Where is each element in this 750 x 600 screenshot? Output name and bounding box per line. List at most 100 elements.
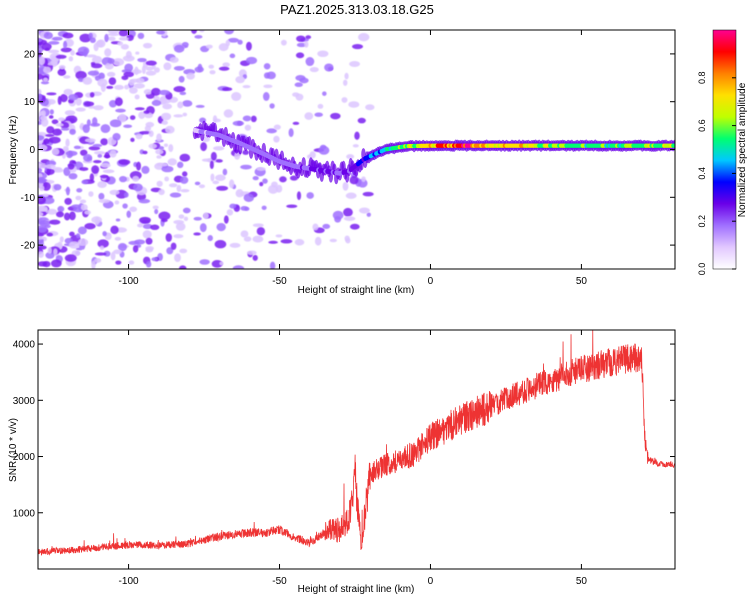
noise-blob (294, 239, 305, 246)
noise-blob (59, 236, 64, 243)
noise-blob (118, 30, 129, 37)
noise-blob (135, 77, 145, 84)
noise-blob (343, 216, 356, 221)
noise-blob (198, 184, 206, 189)
noise-blob (177, 101, 184, 109)
noise-blob (153, 67, 160, 73)
noise-blob (102, 169, 115, 174)
noise-blob (81, 179, 89, 185)
noise-blob (266, 71, 276, 80)
noise-blob (38, 144, 48, 152)
noise-blob (199, 30, 205, 33)
snr-frame (37, 329, 676, 570)
noise-blob (38, 233, 44, 237)
noise-blob (64, 110, 76, 116)
noise-blob (94, 257, 102, 263)
noise-blob (80, 204, 88, 211)
noise-blob (75, 233, 81, 239)
noise-blob (115, 108, 126, 113)
noise-blob (259, 181, 264, 187)
noise-blob (214, 174, 226, 181)
noise-blob (38, 261, 48, 267)
noise-blob (38, 163, 47, 169)
noise-blob (68, 241, 80, 249)
noise-blob (57, 241, 63, 250)
noise-blob (273, 135, 280, 143)
noise-blob (79, 167, 89, 171)
noise-blob (121, 75, 129, 81)
noise-blob (132, 245, 139, 253)
noise-blob (40, 81, 50, 85)
noise-blob (52, 36, 63, 41)
noise-blob (158, 146, 165, 150)
noise-blob (48, 136, 61, 144)
noise-blob (38, 167, 43, 174)
noise-blob (186, 72, 195, 80)
snr-plot-area (38, 330, 675, 556)
noise-blob (295, 52, 305, 59)
noise-blob (191, 30, 198, 34)
noise-blob (169, 56, 179, 63)
noise-blob (68, 94, 79, 101)
noise-blob (104, 62, 114, 70)
noise-blob (263, 84, 273, 89)
noise-blob (103, 250, 111, 257)
noise-blob (151, 99, 162, 106)
noise-blob (209, 160, 214, 170)
noise-blob (180, 188, 190, 193)
noise-blob (52, 128, 63, 136)
noise-blob (152, 205, 159, 210)
noise-blob (99, 174, 109, 179)
noise-blob (133, 183, 143, 192)
noise-blob (305, 57, 315, 67)
noise-blob (207, 235, 213, 242)
noise-blob (169, 192, 182, 198)
colorbar-ticks: 0.0 0.2 0.4 0.6 0.8 (697, 72, 736, 275)
y-tick-label: 0 (29, 145, 35, 156)
noise-blob (117, 242, 127, 252)
noise-blob (294, 82, 303, 87)
noise-blob (158, 188, 165, 196)
noise-blob (351, 43, 364, 50)
noise-blob (176, 184, 182, 192)
noise-blob (288, 128, 294, 138)
colorbar-tick-label: 0.4 (697, 167, 707, 180)
noise-blob (53, 248, 58, 256)
noise-blob (124, 63, 134, 73)
noise-blob (295, 93, 304, 101)
noise-blob (145, 237, 153, 245)
noise-blob (296, 42, 307, 48)
noise-blob (47, 247, 52, 254)
noise-blob (38, 178, 48, 183)
noise-blob (309, 66, 319, 73)
noise-blob (229, 179, 235, 189)
noise-blob (138, 111, 146, 119)
noise-blob (100, 163, 111, 168)
noise-blob (280, 239, 293, 244)
noise-blob (102, 230, 107, 237)
noise-blob (322, 91, 327, 96)
noise-blob (243, 193, 254, 203)
noise-blob (45, 251, 55, 259)
noise-blob (173, 44, 185, 53)
noise-blob (83, 153, 93, 162)
noise-blob (75, 107, 86, 112)
x-tick-label: -50 (272, 576, 287, 587)
noise-blob (183, 216, 189, 221)
noise-blob (242, 85, 251, 89)
noise-blob (55, 54, 67, 59)
noise-blob (216, 185, 229, 191)
noise-blob (58, 64, 66, 70)
noise-blob (261, 205, 267, 210)
spectrogram-noise-layer (38, 30, 375, 269)
noise-blob (244, 206, 250, 211)
noise-blob (358, 33, 370, 42)
noise-blob (329, 238, 337, 243)
noise-blob (179, 91, 187, 96)
y-tick-label: 3000 (13, 396, 36, 407)
noise-blob (269, 103, 275, 109)
noise-blob (232, 120, 245, 126)
noise-blob (89, 92, 95, 98)
noise-blob (110, 251, 116, 261)
noise-blob (205, 44, 213, 49)
